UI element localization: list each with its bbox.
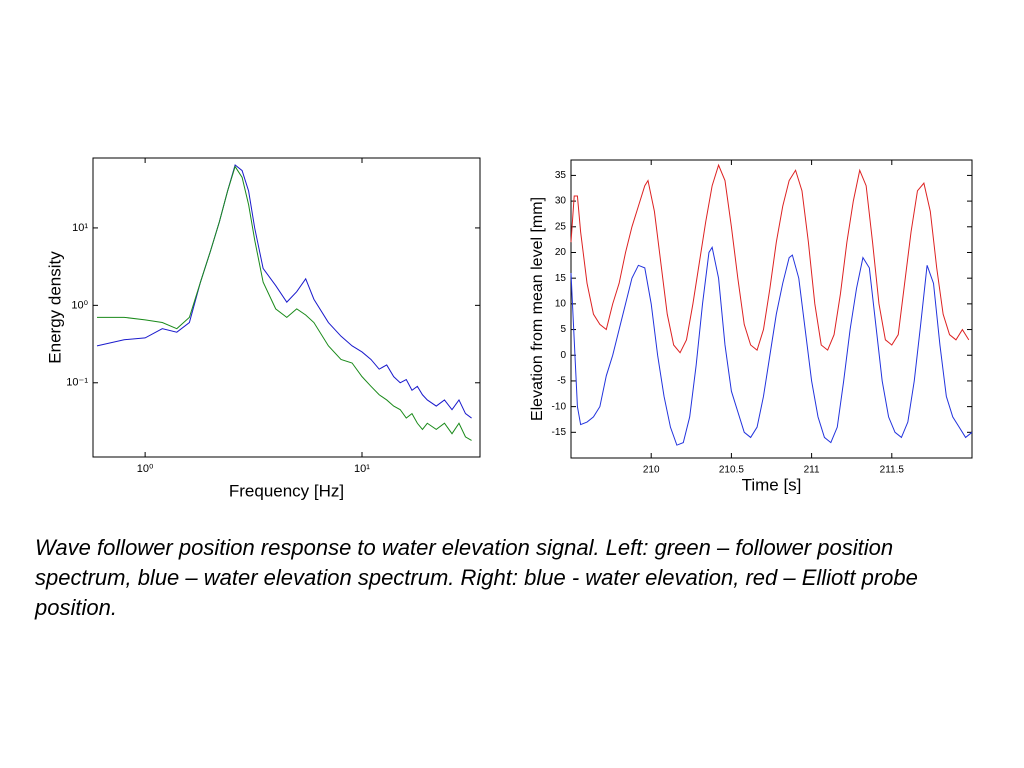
y-axis-label: Energy density xyxy=(45,251,64,364)
y-tick-label: -5 xyxy=(557,376,566,387)
y-tick-label: 0 xyxy=(560,350,566,361)
plot-area xyxy=(570,159,973,459)
y-tick-label: 10 xyxy=(555,299,567,310)
series-line xyxy=(97,165,472,441)
caption: Wave follower position response to water… xyxy=(35,535,918,620)
series-line xyxy=(570,163,970,354)
y-axis-label: Elevation from mean level [mm] xyxy=(529,197,546,421)
x-tick-label: 210.5 xyxy=(719,465,744,476)
x-tick-label: 10¹ xyxy=(354,463,370,475)
x-axis-label: Time [s] xyxy=(742,475,802,494)
y-tick-label: -15 xyxy=(552,427,567,438)
series-line xyxy=(570,246,973,446)
y-tick-label: 30 xyxy=(555,196,567,207)
y-tick-label: -10 xyxy=(552,401,567,412)
y-tick-label: 15 xyxy=(555,273,567,284)
x-tick-label: 211.5 xyxy=(880,465,905,476)
x-tick-label: 10⁰ xyxy=(137,463,154,475)
y-tick-label: 5 xyxy=(560,324,566,335)
x-tick-label: 210 xyxy=(643,465,660,476)
x-axis-label: Frequency [Hz] xyxy=(229,481,344,500)
y-tick-label: 20 xyxy=(555,247,567,258)
y-tick-label: 25 xyxy=(555,221,567,232)
plot-area xyxy=(92,157,481,458)
y-tick-label: 10⁰ xyxy=(71,299,88,311)
x-tick-label: 211 xyxy=(804,465,820,476)
y-tick-label: 10⁻¹ xyxy=(66,377,88,389)
y-tick-label: 35 xyxy=(555,170,567,181)
y-tick-label: 10¹ xyxy=(72,222,88,234)
